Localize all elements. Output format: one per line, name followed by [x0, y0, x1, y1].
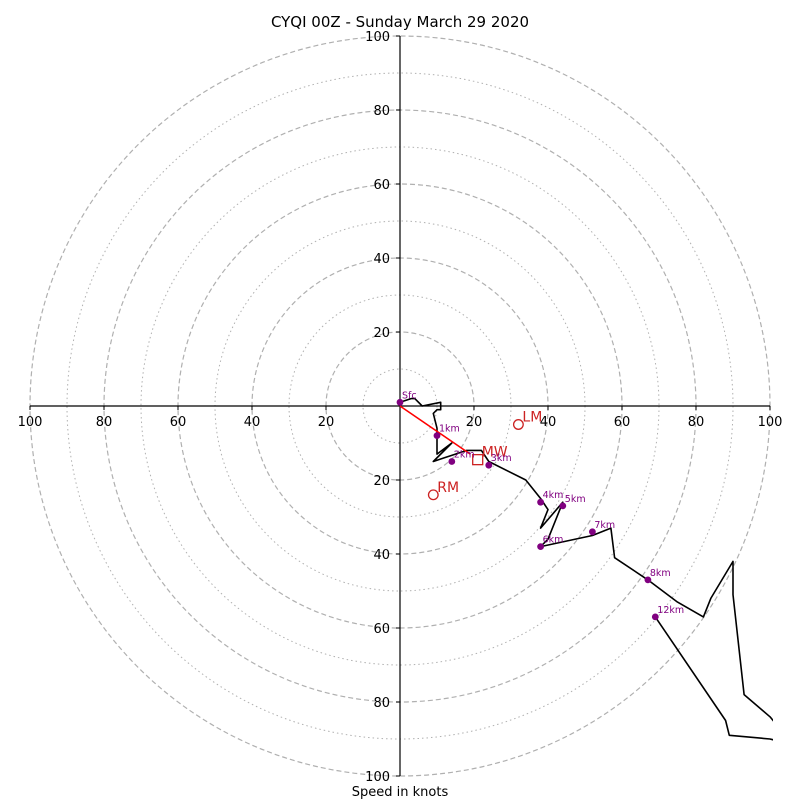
height-marker — [537, 543, 544, 550]
y-tick-label: 80 — [373, 696, 390, 711]
height-marker-label: 5km — [565, 494, 586, 505]
y-tick-label: 60 — [373, 178, 390, 193]
x-tick-label: 100 — [758, 415, 783, 430]
height-marker-label: 2km — [454, 450, 475, 461]
storm-motion-marker — [512, 419, 524, 430]
x-tick-label: 60 — [614, 415, 631, 430]
height-marker-label: 6km — [543, 535, 564, 546]
x-tick-label: 20 — [318, 415, 335, 430]
y-tick-label: 20 — [373, 326, 390, 341]
y-tick-label: 100 — [365, 770, 390, 785]
axis-tick-labels: 100 80 60 40 20 20 40 60 80 100 100 80 60 40 20 20 40 60 8… — [18, 30, 783, 785]
x-tick-label: 100 — [18, 415, 43, 430]
height-marker — [537, 498, 544, 506]
height-marker — [559, 502, 567, 510]
height-marker — [589, 528, 596, 536]
x-tick-label: 20 — [466, 415, 483, 430]
y-tick-label: 60 — [373, 622, 390, 637]
height-marker-label: 3km — [491, 453, 512, 464]
y-tick-label: 40 — [373, 252, 390, 267]
storm-motion-marker — [427, 489, 439, 501]
storm-motion: LM MW RM — [399, 405, 542, 501]
x-tick-label: 40 — [244, 415, 261, 430]
y-tick-label: 80 — [373, 104, 390, 119]
x-tick-label: 80 — [96, 415, 113, 430]
y-tick-label: 100 — [365, 30, 390, 45]
wind-trace — [399, 397, 773, 741]
height-marker — [644, 576, 652, 584]
x-axis-label: Speed in knots — [352, 785, 449, 800]
x-tick-label: 60 — [170, 415, 187, 430]
x-tick-label: 80 — [688, 415, 705, 430]
height-marker-label: 8km — [650, 568, 671, 579]
height-marker — [485, 461, 493, 469]
storm-motion-label: MW — [482, 445, 508, 461]
storm-motion-marker — [472, 453, 484, 466]
wind-trace-line — [399, 397, 773, 741]
y-tick-label: 20 — [373, 474, 390, 489]
height-marker-label: 1km — [439, 424, 460, 435]
storm-motion-label: LM — [522, 410, 542, 426]
y-tick-label: 40 — [373, 548, 390, 563]
height-marker — [448, 458, 456, 465]
height-markers: Sfc 1km 2km 3km 4km 5km 6km 7km 8km 12km — [396, 390, 684, 621]
x-tick-label: 40 — [540, 415, 557, 430]
height-marker-label: 7km — [594, 520, 615, 531]
height-marker-label: Sfc — [402, 390, 417, 401]
chart-title: CYQI 00Z - Sunday March 29 2020 — [271, 13, 529, 31]
storm-motion-label: RM — [437, 480, 459, 496]
height-marker-label: 12km — [657, 605, 684, 616]
height-marker — [396, 398, 404, 406]
height-marker — [651, 613, 659, 621]
height-marker — [433, 432, 441, 439]
mean-wind-vector — [399, 405, 471, 455]
height-marker-label: 4km — [543, 490, 564, 501]
